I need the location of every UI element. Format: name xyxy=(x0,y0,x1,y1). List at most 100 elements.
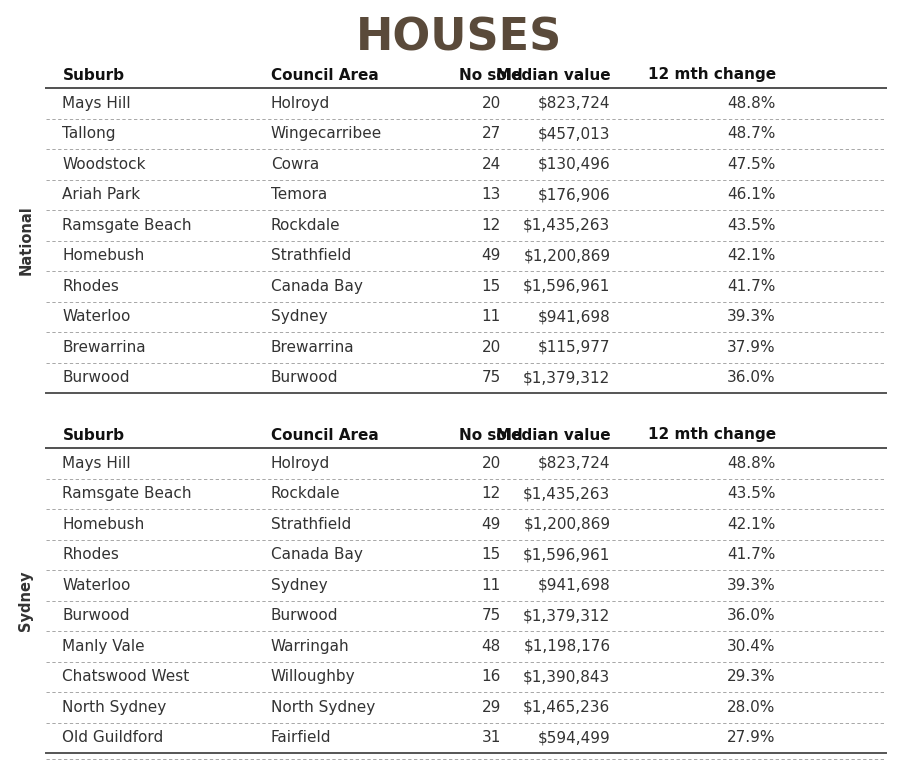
Text: 39.3%: 39.3% xyxy=(727,309,776,324)
Text: 12: 12 xyxy=(482,217,500,233)
Text: 41.7%: 41.7% xyxy=(727,547,776,562)
Text: Median value: Median value xyxy=(496,67,610,82)
Text: Ramsgate Beach: Ramsgate Beach xyxy=(62,486,192,501)
Text: 30.4%: 30.4% xyxy=(727,639,776,654)
Text: 11: 11 xyxy=(482,309,500,324)
Text: 29.3%: 29.3% xyxy=(727,669,776,684)
Text: Strathfield: Strathfield xyxy=(271,248,351,263)
Text: Warringah: Warringah xyxy=(271,639,350,654)
Text: 27.9%: 27.9% xyxy=(727,730,776,745)
Text: $115,977: $115,977 xyxy=(538,340,610,355)
Text: 31: 31 xyxy=(481,730,501,745)
Text: $823,724: $823,724 xyxy=(538,95,610,111)
Text: Median value: Median value xyxy=(496,427,610,443)
Text: Suburb: Suburb xyxy=(62,427,125,443)
Text: 43.5%: 43.5% xyxy=(727,486,776,501)
Text: $594,499: $594,499 xyxy=(538,730,610,745)
Text: 41.7%: 41.7% xyxy=(727,278,776,294)
Text: Temora: Temora xyxy=(271,187,327,202)
Text: Chatswood West: Chatswood West xyxy=(62,669,190,684)
Text: 49: 49 xyxy=(481,517,501,532)
Text: $1,390,843: $1,390,843 xyxy=(523,669,610,684)
Text: 36.0%: 36.0% xyxy=(727,370,776,385)
Text: Sydney: Sydney xyxy=(271,578,328,593)
Text: 20: 20 xyxy=(482,95,500,111)
Text: $1,435,263: $1,435,263 xyxy=(523,217,610,233)
Text: 24: 24 xyxy=(482,156,500,172)
Text: Sydney: Sydney xyxy=(18,570,33,631)
Text: $1,596,961: $1,596,961 xyxy=(523,278,610,294)
Text: 48.8%: 48.8% xyxy=(727,456,776,471)
Text: Burwood: Burwood xyxy=(62,608,130,623)
Text: Cowra: Cowra xyxy=(271,156,319,172)
Text: Mays Hill: Mays Hill xyxy=(62,456,131,471)
Text: 39.3%: 39.3% xyxy=(727,578,776,593)
Text: 75: 75 xyxy=(482,608,500,623)
Text: Council Area: Council Area xyxy=(271,67,378,82)
Text: 49: 49 xyxy=(481,248,501,263)
Text: Suburb: Suburb xyxy=(62,67,125,82)
Text: 43.5%: 43.5% xyxy=(727,217,776,233)
Text: $1,465,236: $1,465,236 xyxy=(523,700,610,715)
Text: Waterloo: Waterloo xyxy=(62,309,130,324)
Text: Brewarrina: Brewarrina xyxy=(271,340,354,355)
Text: Brewarrina: Brewarrina xyxy=(62,340,146,355)
Text: 28.0%: 28.0% xyxy=(727,700,776,715)
Text: 11: 11 xyxy=(482,578,500,593)
Text: Wingecarribee: Wingecarribee xyxy=(271,126,382,141)
Text: 29: 29 xyxy=(481,700,501,715)
Text: Old Guildford: Old Guildford xyxy=(62,730,163,745)
Text: National: National xyxy=(18,205,33,275)
Text: Tallong: Tallong xyxy=(62,126,116,141)
Text: 47.5%: 47.5% xyxy=(727,156,776,172)
Text: $176,906: $176,906 xyxy=(538,187,610,202)
Text: Burwood: Burwood xyxy=(271,370,339,385)
Text: 16: 16 xyxy=(481,669,501,684)
Text: $1,435,263: $1,435,263 xyxy=(523,486,610,501)
Text: $130,496: $130,496 xyxy=(538,156,610,172)
Text: 42.1%: 42.1% xyxy=(727,248,776,263)
Text: Manly Vale: Manly Vale xyxy=(62,639,145,654)
Text: Fairfield: Fairfield xyxy=(271,730,331,745)
Text: Woodstock: Woodstock xyxy=(62,156,146,172)
Text: $1,200,869: $1,200,869 xyxy=(523,517,610,532)
Text: Burwood: Burwood xyxy=(271,608,339,623)
Text: Ariah Park: Ariah Park xyxy=(62,187,140,202)
Text: 15: 15 xyxy=(482,547,500,562)
Text: 20: 20 xyxy=(482,340,500,355)
Text: Holroyd: Holroyd xyxy=(271,95,330,111)
Text: 48.8%: 48.8% xyxy=(727,95,776,111)
Text: North Sydney: North Sydney xyxy=(271,700,375,715)
Text: Willoughby: Willoughby xyxy=(271,669,355,684)
Text: 12 mth change: 12 mth change xyxy=(647,427,776,443)
Text: Homebush: Homebush xyxy=(62,248,145,263)
Text: HOUSES: HOUSES xyxy=(356,17,562,60)
Text: $941,698: $941,698 xyxy=(538,309,610,324)
Text: 42.1%: 42.1% xyxy=(727,517,776,532)
Text: Strathfield: Strathfield xyxy=(271,517,351,532)
Text: $1,198,176: $1,198,176 xyxy=(523,639,610,654)
Text: $1,596,961: $1,596,961 xyxy=(523,547,610,562)
Text: 12: 12 xyxy=(482,486,500,501)
Text: 48: 48 xyxy=(482,639,500,654)
Text: $823,724: $823,724 xyxy=(538,456,610,471)
Text: Burwood: Burwood xyxy=(62,370,130,385)
Text: $1,200,869: $1,200,869 xyxy=(523,248,610,263)
Text: 48.7%: 48.7% xyxy=(727,126,776,141)
Text: Ramsgate Beach: Ramsgate Beach xyxy=(62,217,192,233)
Text: Canada Bay: Canada Bay xyxy=(271,547,363,562)
Text: 27: 27 xyxy=(482,126,500,141)
Text: Mays Hill: Mays Hill xyxy=(62,95,131,111)
Text: 36.0%: 36.0% xyxy=(727,608,776,623)
Text: $1,379,312: $1,379,312 xyxy=(523,608,610,623)
Text: No sold: No sold xyxy=(459,427,523,443)
Text: Rockdale: Rockdale xyxy=(271,217,341,233)
Text: Rhodes: Rhodes xyxy=(62,278,119,294)
Text: 20: 20 xyxy=(482,456,500,471)
Text: Sydney: Sydney xyxy=(271,309,328,324)
Text: Waterloo: Waterloo xyxy=(62,578,130,593)
Text: Canada Bay: Canada Bay xyxy=(271,278,363,294)
Text: Council Area: Council Area xyxy=(271,427,378,443)
Text: Rhodes: Rhodes xyxy=(62,547,119,562)
Text: Holroyd: Holroyd xyxy=(271,456,330,471)
